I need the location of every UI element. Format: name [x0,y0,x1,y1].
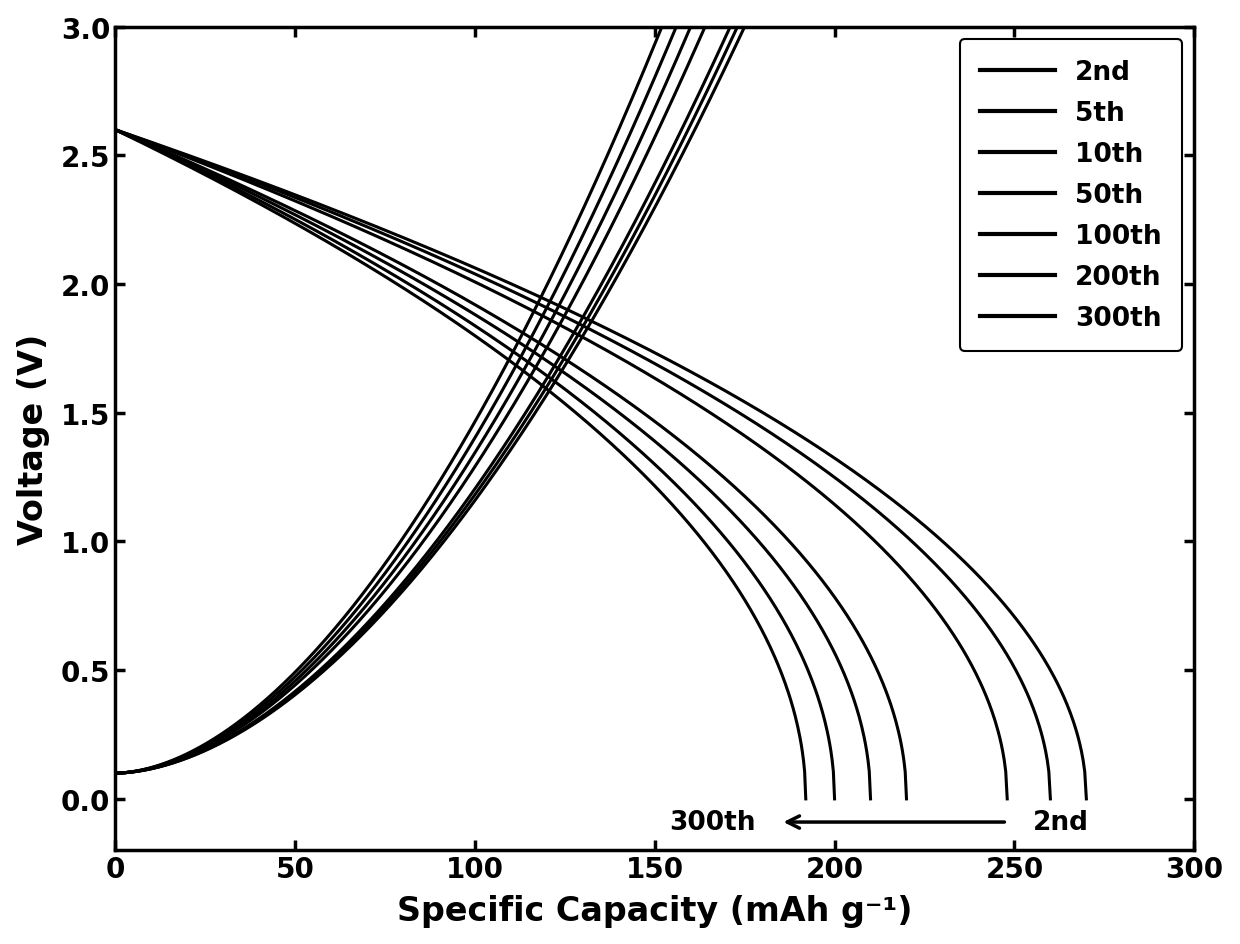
Text: 2nd: 2nd [1033,809,1089,835]
X-axis label: Specific Capacity (mAh g⁻¹): Specific Capacity (mAh g⁻¹) [397,894,913,927]
Legend: 2nd, 5th, 10th, 50th, 100th, 200th, 300th: 2nd, 5th, 10th, 50th, 100th, 200th, 300t… [960,41,1182,352]
Y-axis label: Voltage (V): Voltage (V) [16,333,50,545]
Text: 300th: 300th [668,809,755,835]
